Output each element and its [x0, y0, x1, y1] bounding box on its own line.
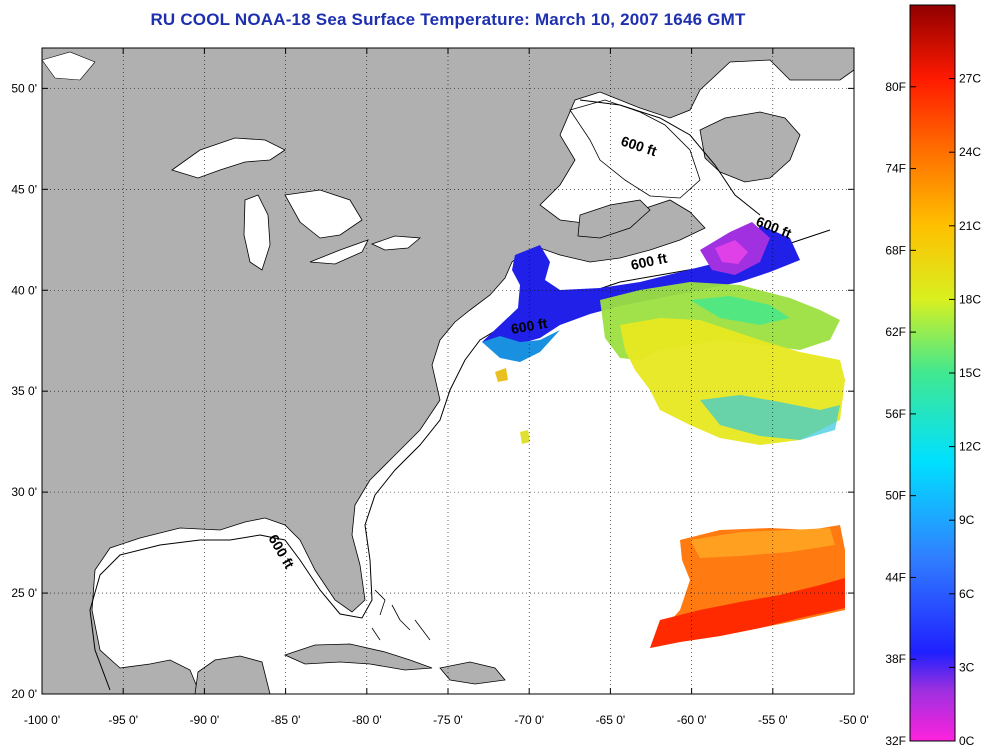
- land-bahamas: [371, 589, 431, 641]
- lat-tick-label: 50 0': [11, 81, 37, 95]
- colorbar-c-label: 18C: [959, 292, 981, 306]
- sst-teal-edge: [482, 330, 560, 362]
- contour-label: 600 ft: [510, 315, 549, 337]
- land-cuba: [283, 643, 433, 671]
- land-yucatan: [194, 655, 271, 694]
- colorbar-f-label: 68F: [885, 243, 906, 257]
- lake-michigan: [243, 194, 271, 271]
- colorbar-c-label: 9C: [959, 513, 975, 527]
- lat-tick-label: 25 0': [11, 586, 37, 600]
- contour-label: 600 ft: [629, 250, 668, 273]
- sst-red-band: [650, 578, 845, 648]
- lon-tick-label: -75 0': [433, 713, 463, 727]
- colorbar-c-label: 0C: [959, 734, 975, 748]
- lake-huron: [284, 189, 363, 239]
- sst-yellow-spot: [495, 368, 508, 382]
- land-nova-scotia: [577, 199, 651, 239]
- colorbar-f-label: 56F: [885, 407, 906, 421]
- colorbar-f-label: 62F: [885, 325, 906, 339]
- colorbar-c-label: 21C: [959, 219, 981, 233]
- sst-magenta-patch: [715, 240, 748, 264]
- colorbar-c-label: 15C: [959, 366, 981, 380]
- lat-tick-label: 40 0': [11, 283, 37, 297]
- isobath-600ft: [89, 229, 831, 691]
- longitude-labels: -100 0' -95 0' -90 0' -85 0' -80 0' -75 0' -70…: [24, 713, 869, 727]
- land-newfoundland: [699, 111, 801, 183]
- lon-tick-label: -65 0': [596, 713, 626, 727]
- sst-cold-shelf: [482, 225, 800, 350]
- colorbar-f-label: 74F: [885, 162, 906, 176]
- sst-yellow-spot-2: [520, 430, 530, 444]
- colorbar-f-label: 38F: [885, 652, 906, 666]
- colorbar-c-label: 27C: [959, 72, 981, 86]
- sst-orange-top: [690, 528, 835, 558]
- latitude-labels: 20 0' 25 0' 30 0' 35 0' 40 0' 45 0' 50 0': [11, 81, 37, 701]
- lon-tick-label: -95 0': [108, 713, 138, 727]
- lat-tick-label: 30 0': [11, 485, 37, 499]
- map-title: RU COOL NOAA-18 Sea Surface Temperature:…: [150, 10, 746, 29]
- isobath-600ft-north: [579, 99, 761, 216]
- colorbar-c-label: 24C: [959, 145, 981, 159]
- colorbar-c-label: 3C: [959, 660, 975, 674]
- colorbar-f-label: 32F: [885, 734, 906, 748]
- lon-tick-label: -85 0': [271, 713, 301, 727]
- lat-tick-label: 45 0': [11, 182, 37, 196]
- sst-green-streak: [690, 296, 790, 325]
- lake-superior: [171, 137, 286, 179]
- colorbar-f-label: 80F: [885, 80, 906, 94]
- colorbar-fahrenheit-labels: 32F 38F 44F 50F 56F 62F 68F 74F 80F: [885, 80, 916, 748]
- lon-tick-label: -50 0': [839, 713, 869, 727]
- lat-tick-label: 35 0': [11, 384, 37, 398]
- colorbar-f-label: 44F: [885, 570, 906, 584]
- lon-tick-label: -55 0': [758, 713, 788, 727]
- lon-tick-label: -90 0': [190, 713, 220, 727]
- lon-tick-label: -80 0': [352, 713, 382, 727]
- graticule: [41, 48, 855, 695]
- lon-tick-label: -60 0': [677, 713, 707, 727]
- land-hispaniola: [439, 661, 506, 685]
- colorbar: [909, 4, 956, 742]
- lon-tick-label: -70 0': [514, 713, 544, 727]
- lat-tick-label: 20 0': [11, 687, 37, 701]
- sst-cyan-streak: [700, 395, 840, 440]
- land-arctic-islands: [42, 51, 96, 81]
- colorbar-celsius-labels: 0C 3C 6C 9C 12C 15C 18C 21C 24C 27C: [949, 72, 981, 748]
- colorbar-c-label: 12C: [959, 440, 981, 454]
- lon-tick-label: -100 0': [24, 713, 60, 727]
- lake-erie: [309, 239, 369, 265]
- colorbar-f-label: 50F: [885, 489, 906, 503]
- colorbar-c-label: 6C: [959, 587, 975, 601]
- lake-ontario: [370, 235, 422, 251]
